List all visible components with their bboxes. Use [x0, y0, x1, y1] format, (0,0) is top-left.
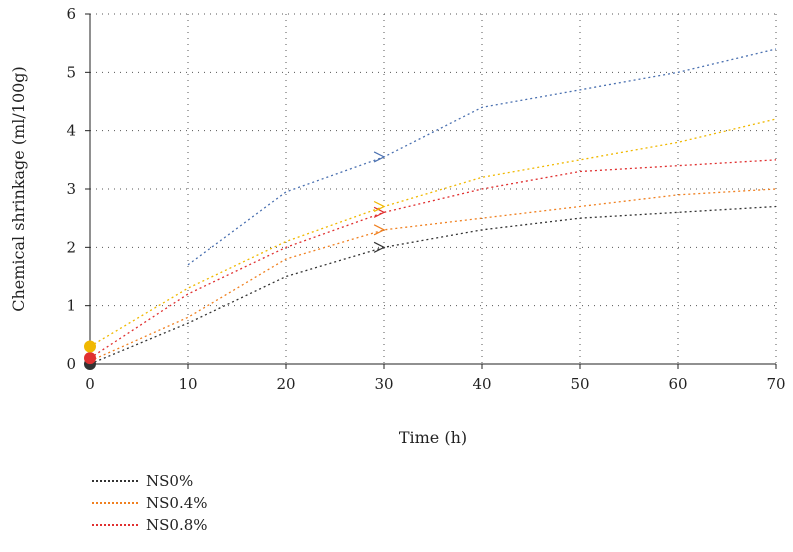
legend-item-ns0-4: NS0.4% — [92, 492, 208, 514]
grid — [90, 13, 777, 364]
series-line-4 — [187, 48, 777, 266]
y-tick-label-2: 2 — [66, 238, 76, 256]
x-tick-label-4: 40 — [472, 375, 491, 393]
legend-swatch-ns0-4 — [92, 502, 138, 504]
series-line-3 — [89, 118, 777, 348]
x-tick-label-0: 0 — [85, 375, 95, 393]
series-markers — [84, 151, 386, 370]
arrow-marker-4 — [373, 151, 386, 163]
y-tick-label-5: 5 — [66, 63, 76, 81]
arrow-marker-0 — [373, 241, 386, 253]
x-tick-label-3: 30 — [374, 375, 393, 393]
arrow-marker-1 — [373, 224, 386, 236]
y-tick-label-3: 3 — [66, 180, 76, 198]
x-tick-label-2: 20 — [276, 375, 295, 393]
y-axis-title: Chemical shrinkage (ml/100g) — [9, 66, 28, 312]
y-tick-label-6: 6 — [66, 5, 76, 23]
x-ticks: 0 10 20 30 40 50 60 70 — [85, 364, 786, 393]
legend-swatch-ns0 — [92, 480, 138, 482]
y-ticks: 0 1 2 3 4 5 6 — [66, 5, 90, 373]
start-marker-1 — [84, 352, 96, 365]
x-tick-label-1: 10 — [178, 375, 197, 393]
legend-item-ns0: NS0% — [92, 470, 208, 492]
series-line-2 — [89, 159, 777, 359]
legend-swatch-ns0-8 — [92, 524, 138, 526]
legend-item-ns0-8: NS0.8% — [92, 514, 208, 536]
y-tick-label-1: 1 — [66, 297, 76, 315]
series-line-1 — [89, 188, 777, 362]
arrow-marker-2 — [373, 206, 386, 218]
legend: NS0% NS0.4% NS0.8% — [92, 470, 208, 536]
arrow-marker-3 — [373, 200, 386, 213]
series-lines — [89, 48, 777, 365]
x-tick-label-6: 60 — [668, 375, 687, 393]
x-tick-label-5: 50 — [570, 375, 589, 393]
series-line-0 — [89, 205, 777, 365]
y-tick-label-0: 0 — [66, 355, 76, 373]
start-marker-2 — [84, 340, 96, 353]
legend-label-ns0-8: NS0.8% — [146, 516, 208, 534]
x-axis-title: Time (h) — [399, 428, 467, 447]
legend-label-ns0: NS0% — [146, 472, 194, 490]
x-tick-label-7: 70 — [766, 375, 785, 393]
y-tick-label-4: 4 — [66, 122, 76, 140]
legend-label-ns0-4: NS0.4% — [146, 494, 208, 512]
